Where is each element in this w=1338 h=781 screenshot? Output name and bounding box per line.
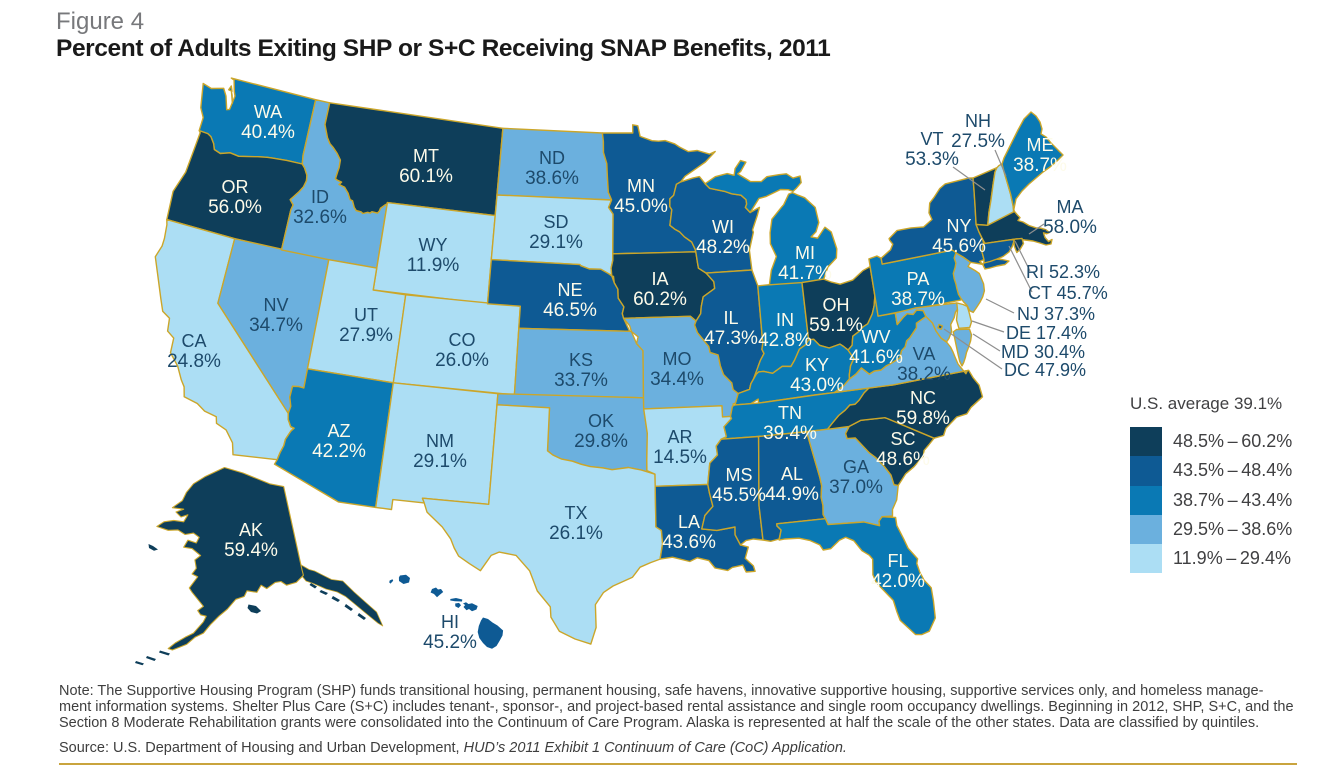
- svg-text:34.4%: 34.4%: [650, 369, 704, 390]
- svg-text:33.7%: 33.7%: [554, 370, 608, 391]
- svg-text:UT: UT: [354, 305, 378, 325]
- svg-text:AK: AK: [239, 520, 263, 540]
- svg-text:48.2%: 48.2%: [696, 237, 750, 258]
- svg-text:59.4%: 59.4%: [224, 540, 278, 561]
- svg-text:11.9%: 11.9%: [407, 255, 460, 276]
- svg-text:ME: ME: [1027, 135, 1054, 155]
- svg-text:29.1%: 29.1%: [529, 232, 583, 253]
- svg-text:14.5%: 14.5%: [653, 447, 707, 468]
- svg-text:29.8%: 29.8%: [574, 431, 628, 452]
- svg-text:42.8%: 42.8%: [758, 330, 812, 351]
- svg-text:38.7%: 38.7%: [891, 289, 945, 310]
- svg-text:VT: VT: [920, 129, 943, 149]
- svg-text:FL: FL: [887, 551, 908, 571]
- svg-text:MN: MN: [627, 176, 655, 196]
- svg-text:59.1%: 59.1%: [809, 315, 863, 336]
- svg-text:26.1%: 26.1%: [549, 523, 603, 544]
- svg-text:45.0%: 45.0%: [614, 196, 668, 217]
- svg-text:WY: WY: [419, 235, 448, 255]
- svg-text:45.6%: 45.6%: [932, 236, 986, 257]
- svg-text:38.7%: 38.7%: [1013, 155, 1067, 176]
- svg-text:29.1%: 29.1%: [413, 451, 467, 472]
- svg-text:VA: VA: [913, 344, 936, 364]
- svg-text:CA: CA: [181, 331, 206, 351]
- svg-text:45.5%: 45.5%: [712, 485, 766, 506]
- svg-text:TX: TX: [564, 503, 587, 523]
- svg-text:HI: HI: [441, 612, 459, 632]
- svg-text:NY: NY: [946, 216, 971, 236]
- svg-text:DC 47.9%: DC 47.9%: [1004, 360, 1086, 380]
- svg-text:SD: SD: [543, 212, 568, 232]
- svg-text:MT: MT: [413, 146, 439, 166]
- svg-text:CT 45.7%: CT 45.7%: [1028, 283, 1108, 303]
- svg-text:DE 17.4%: DE 17.4%: [1006, 323, 1087, 343]
- svg-text:KY: KY: [805, 355, 829, 375]
- svg-text:NM: NM: [426, 431, 454, 451]
- svg-text:IA: IA: [651, 269, 668, 289]
- svg-text:WI: WI: [712, 217, 734, 237]
- svg-text:43.6%: 43.6%: [662, 532, 716, 553]
- svg-text:MO: MO: [663, 349, 692, 369]
- svg-text:24.8%: 24.8%: [167, 351, 221, 372]
- svg-text:34.7%: 34.7%: [249, 315, 303, 336]
- svg-text:42.2%: 42.2%: [312, 441, 366, 462]
- svg-text:NV: NV: [263, 295, 288, 315]
- svg-text:LA: LA: [678, 512, 700, 532]
- svg-text:48.6%: 48.6%: [876, 449, 930, 470]
- svg-text:47.3%: 47.3%: [704, 328, 758, 349]
- svg-text:SC: SC: [890, 429, 915, 449]
- svg-text:NC: NC: [910, 388, 936, 408]
- svg-text:ID: ID: [311, 187, 329, 207]
- svg-text:AZ: AZ: [327, 421, 350, 441]
- svg-text:TN: TN: [778, 403, 802, 423]
- svg-text:40.4%: 40.4%: [241, 122, 295, 143]
- svg-text:KS: KS: [569, 350, 593, 370]
- svg-text:44.9%: 44.9%: [765, 484, 819, 505]
- svg-text:27.5%: 27.5%: [951, 131, 1005, 152]
- svg-text:IL: IL: [723, 308, 738, 328]
- svg-text:MD 30.4%: MD 30.4%: [1001, 342, 1085, 362]
- svg-text:GA: GA: [843, 457, 869, 477]
- svg-text:60.2%: 60.2%: [633, 289, 687, 310]
- svg-text:ND: ND: [539, 148, 565, 168]
- svg-text:46.5%: 46.5%: [543, 300, 597, 321]
- svg-text:41.6%: 41.6%: [849, 347, 903, 368]
- svg-text:60.1%: 60.1%: [399, 166, 453, 187]
- svg-text:58.0%: 58.0%: [1043, 217, 1097, 238]
- svg-text:AR: AR: [667, 427, 692, 447]
- svg-text:38.2%: 38.2%: [897, 364, 951, 385]
- svg-text:MI: MI: [795, 243, 815, 263]
- svg-text:42.0%: 42.0%: [871, 571, 925, 592]
- svg-text:OR: OR: [222, 177, 249, 197]
- svg-text:WA: WA: [254, 102, 282, 122]
- svg-text:OK: OK: [588, 411, 614, 431]
- svg-text:IN: IN: [776, 310, 794, 330]
- svg-text:45.2%: 45.2%: [423, 632, 477, 653]
- svg-text:39.4%: 39.4%: [763, 423, 817, 444]
- svg-text:PA: PA: [907, 269, 930, 289]
- svg-text:WV: WV: [862, 327, 891, 347]
- svg-text:37.0%: 37.0%: [829, 477, 883, 498]
- svg-text:CO: CO: [449, 330, 476, 350]
- svg-text:26.0%: 26.0%: [435, 350, 489, 371]
- svg-text:27.9%: 27.9%: [339, 325, 393, 346]
- svg-text:MS: MS: [726, 465, 753, 485]
- svg-text:AL: AL: [781, 464, 803, 484]
- svg-text:OH: OH: [823, 295, 850, 315]
- svg-text:RI 52.3%: RI 52.3%: [1026, 262, 1100, 282]
- svg-text:38.6%: 38.6%: [525, 168, 579, 189]
- svg-text:NJ 37.3%: NJ 37.3%: [1017, 304, 1095, 324]
- svg-text:59.8%: 59.8%: [896, 408, 950, 429]
- svg-text:NH: NH: [965, 111, 991, 131]
- svg-text:41.7%: 41.7%: [778, 263, 832, 284]
- svg-text:56.0%: 56.0%: [208, 197, 262, 218]
- svg-text:NE: NE: [557, 280, 582, 300]
- svg-text:MA: MA: [1057, 197, 1084, 217]
- svg-text:53.3%: 53.3%: [905, 149, 959, 170]
- svg-text:32.6%: 32.6%: [293, 207, 347, 228]
- svg-text:43.0%: 43.0%: [790, 375, 844, 396]
